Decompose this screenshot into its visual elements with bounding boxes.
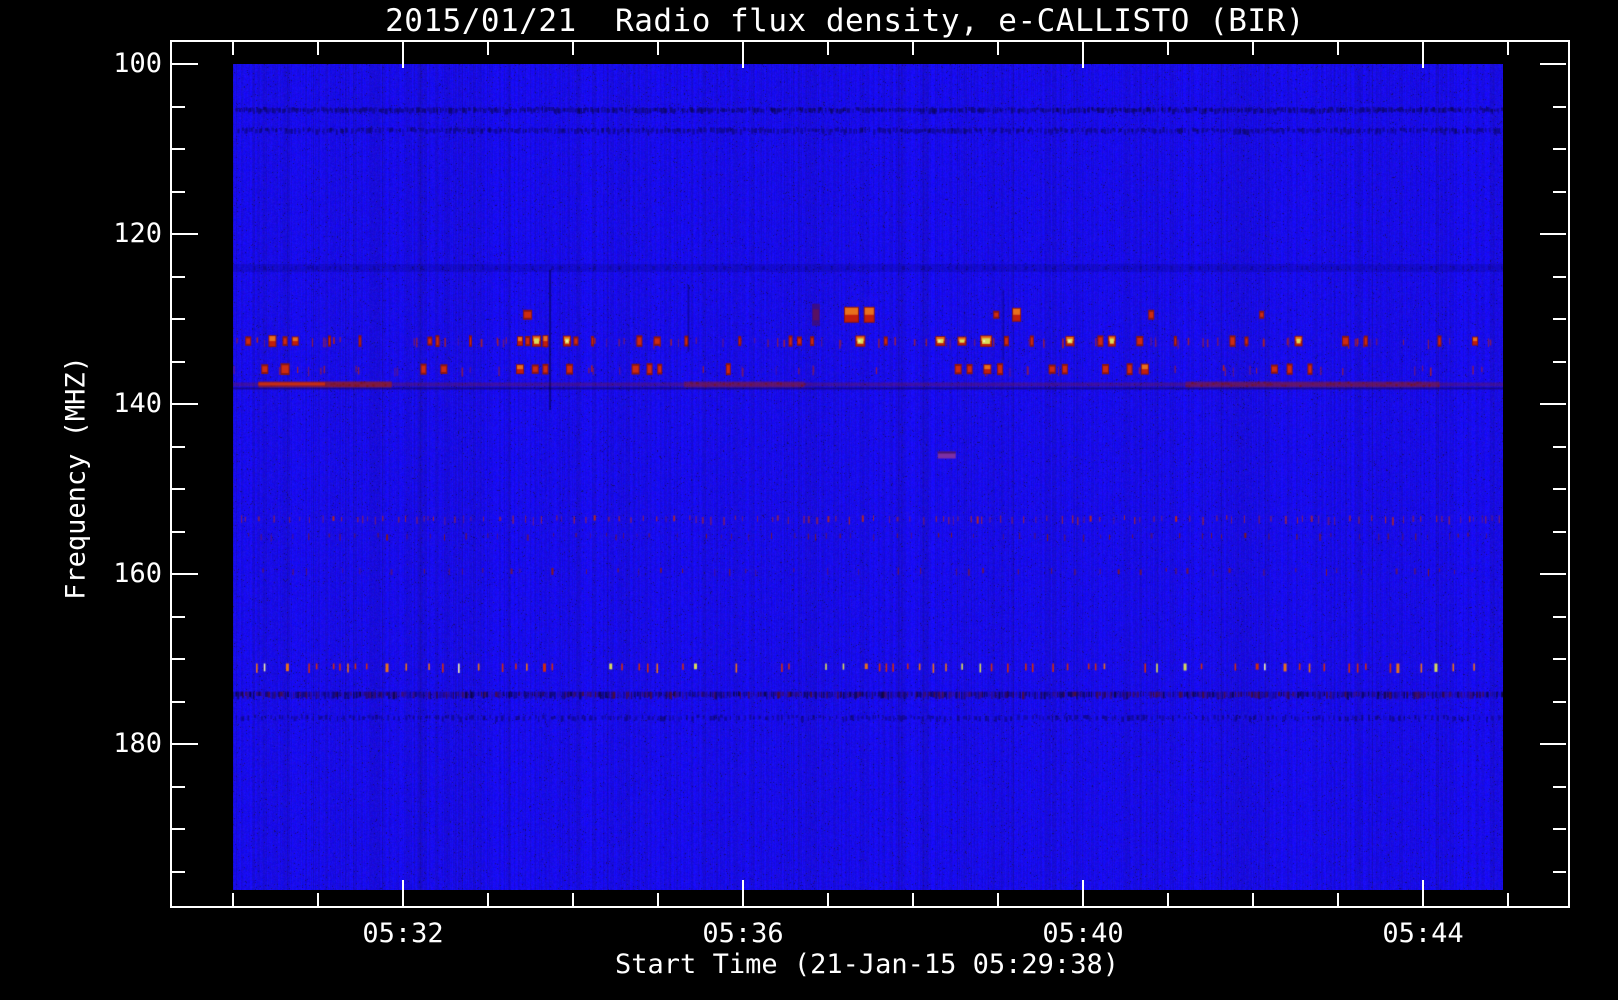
- x-minor-tick-top: [827, 42, 829, 55]
- y-minor-tick-right: [1553, 616, 1566, 618]
- y-minor-tick-right: [1553, 701, 1566, 703]
- y-minor-tick-right: [1553, 361, 1566, 363]
- x-major-tick-top: [742, 42, 744, 68]
- y-minor-tick: [172, 871, 185, 873]
- x-minor-tick-top: [1507, 42, 1509, 55]
- y-minor-tick: [172, 276, 185, 278]
- x-minor-tick-top: [487, 42, 489, 55]
- y-major-tick: [172, 63, 198, 65]
- x-minor-tick: [1337, 893, 1339, 906]
- y-minor-tick-right: [1553, 531, 1566, 533]
- x-minor-tick: [827, 893, 829, 906]
- y-major-tick-right: [1540, 63, 1566, 65]
- x-minor-tick-top: [317, 42, 319, 55]
- y-minor-tick: [172, 488, 185, 490]
- x-minor-tick: [487, 893, 489, 906]
- y-minor-tick: [172, 148, 185, 150]
- y-major-tick: [172, 743, 198, 745]
- x-minor-tick-top: [572, 42, 574, 55]
- x-minor-tick: [1252, 893, 1254, 906]
- y-major-tick-right: [1540, 233, 1566, 235]
- y-minor-tick-right: [1553, 871, 1566, 873]
- y-minor-tick-right: [1553, 488, 1566, 490]
- x-major-tick: [1082, 880, 1084, 906]
- y-minor-tick-right: [1553, 446, 1566, 448]
- x-major-tick-top: [1082, 42, 1084, 68]
- x-minor-tick: [232, 893, 234, 906]
- y-major-tick: [172, 573, 198, 575]
- y-minor-tick: [172, 106, 185, 108]
- y-minor-tick: [172, 701, 185, 703]
- y-major-tick: [172, 403, 198, 405]
- y-minor-tick: [172, 318, 185, 320]
- x-minor-tick: [1507, 893, 1509, 906]
- x-major-tick: [1422, 880, 1424, 906]
- x-minor-tick-top: [912, 42, 914, 55]
- spectrogram-image: [233, 64, 1503, 890]
- y-minor-tick: [172, 446, 185, 448]
- x-minor-tick-top: [657, 42, 659, 55]
- y-minor-tick-right: [1553, 148, 1566, 150]
- x-minor-tick-top: [1337, 42, 1339, 55]
- x-minor-tick-top: [232, 42, 234, 55]
- x-minor-tick-top: [997, 42, 999, 55]
- x-major-tick-top: [402, 42, 404, 68]
- y-minor-tick-right: [1553, 658, 1566, 660]
- y-major-tick-right: [1540, 573, 1566, 575]
- y-minor-tick: [172, 191, 185, 193]
- y-tick-label: 180: [113, 728, 162, 759]
- y-minor-tick: [172, 786, 185, 788]
- x-tick-label: 05:36: [702, 918, 784, 949]
- y-minor-tick: [172, 531, 185, 533]
- y-minor-tick: [172, 616, 185, 618]
- y-minor-tick-right: [1553, 276, 1566, 278]
- y-minor-tick: [172, 658, 185, 660]
- y-tick-label: 140: [113, 388, 162, 419]
- x-major-tick-top: [1422, 42, 1424, 68]
- y-minor-tick-right: [1553, 828, 1566, 830]
- x-major-tick: [742, 880, 744, 906]
- x-tick-label: 05:44: [1382, 918, 1464, 949]
- x-minor-tick: [317, 893, 319, 906]
- y-minor-tick-right: [1553, 786, 1566, 788]
- x-minor-tick-top: [1167, 42, 1169, 55]
- y-tick-label: 160: [113, 558, 162, 589]
- y-minor-tick: [172, 828, 185, 830]
- x-axis-title: Start Time (21-Jan-15 05:29:38): [615, 949, 1119, 980]
- plot-frame: [170, 40, 1570, 908]
- y-minor-tick-right: [1553, 106, 1566, 108]
- plot-title: 2015/01/21 Radio flux density, e-CALLIST…: [385, 3, 1305, 39]
- y-minor-tick: [172, 361, 185, 363]
- x-minor-tick: [997, 893, 999, 906]
- x-minor-tick: [657, 893, 659, 906]
- y-major-tick-right: [1540, 403, 1566, 405]
- y-minor-tick-right: [1553, 191, 1566, 193]
- x-tick-label: 05:40: [1042, 918, 1124, 949]
- x-minor-tick: [912, 893, 914, 906]
- x-tick-label: 05:32: [362, 918, 444, 949]
- x-major-tick: [402, 880, 404, 906]
- y-tick-label: 120: [113, 218, 162, 249]
- x-minor-tick-top: [1252, 42, 1254, 55]
- y-major-tick-right: [1540, 743, 1566, 745]
- x-minor-tick: [1167, 893, 1169, 906]
- x-minor-tick: [572, 893, 574, 906]
- y-tick-label: 100: [113, 48, 162, 79]
- y-major-tick: [172, 233, 198, 235]
- y-minor-tick-right: [1553, 318, 1566, 320]
